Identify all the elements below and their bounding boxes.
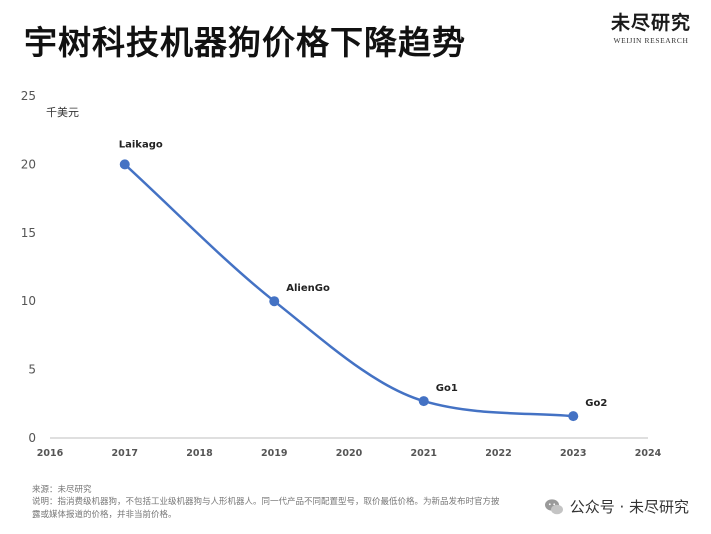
brand-logo: 未尽研究 WEIJIN RESEARCH [607,8,695,45]
data-label: Go1 [436,383,458,394]
data-point [568,411,579,422]
y-tick-label: 25 [21,89,36,103]
data-label: AlienGo [286,283,330,294]
note-line: 说明：指消费级机器狗，不包括工业级机器狗与人形机器人。同一代产品不同配置型号，取… [32,497,500,520]
x-tick-label: 2016 [37,448,64,459]
y-tick-label: 0 [28,431,36,445]
x-tick-label: 2024 [635,448,662,459]
data-point [269,296,280,307]
data-label: Laikago [119,139,163,150]
brand-name-cn: 未尽研究 [610,12,691,34]
x-tick-label: 2019 [261,448,287,459]
y-tick-label: 5 [28,363,36,377]
y-tick-label: 15 [21,226,36,240]
wechat-icon [544,498,563,514]
x-tick-label: 2023 [560,448,586,459]
x-tick-label: 2017 [112,448,138,459]
data-labels: Laikago AlienGo Go1 Go2 [119,139,608,409]
x-tick-label: 2022 [485,448,511,459]
data-point [418,396,429,407]
y-tick-labels: 0 5 10 15 20 25 [21,89,36,445]
x-tick-label: 2021 [411,448,437,459]
y-axis-label: 千美元 [46,106,79,119]
y-tick-label: 20 [21,157,36,171]
x-tick-label: 2020 [336,448,363,459]
chart-title: 宇树科技机器狗价格下降趋势 [24,23,466,62]
source-line: 来源：未尽研究 [32,485,92,495]
data-label: Go2 [585,398,607,409]
brand-name-en: WEIJIN RESEARCH [613,36,689,45]
x-tick-label: 2018 [186,448,213,459]
y-tick-label: 10 [21,294,36,308]
wechat-label: 公众号 · 未尽研究 [569,498,689,516]
wechat-watermark: 公众号 · 未尽研究 [544,496,689,517]
price-line [123,163,574,418]
source-note: 来源：未尽研究 说明：指消费级机器狗，不包括工业级机器狗与人形机器人。同一代产品… [32,484,502,521]
data-points [119,159,579,422]
x-tick-labels: 2016 2017 2018 2019 2020 2021 2022 2023 2024 [37,448,662,459]
data-point [119,159,130,170]
